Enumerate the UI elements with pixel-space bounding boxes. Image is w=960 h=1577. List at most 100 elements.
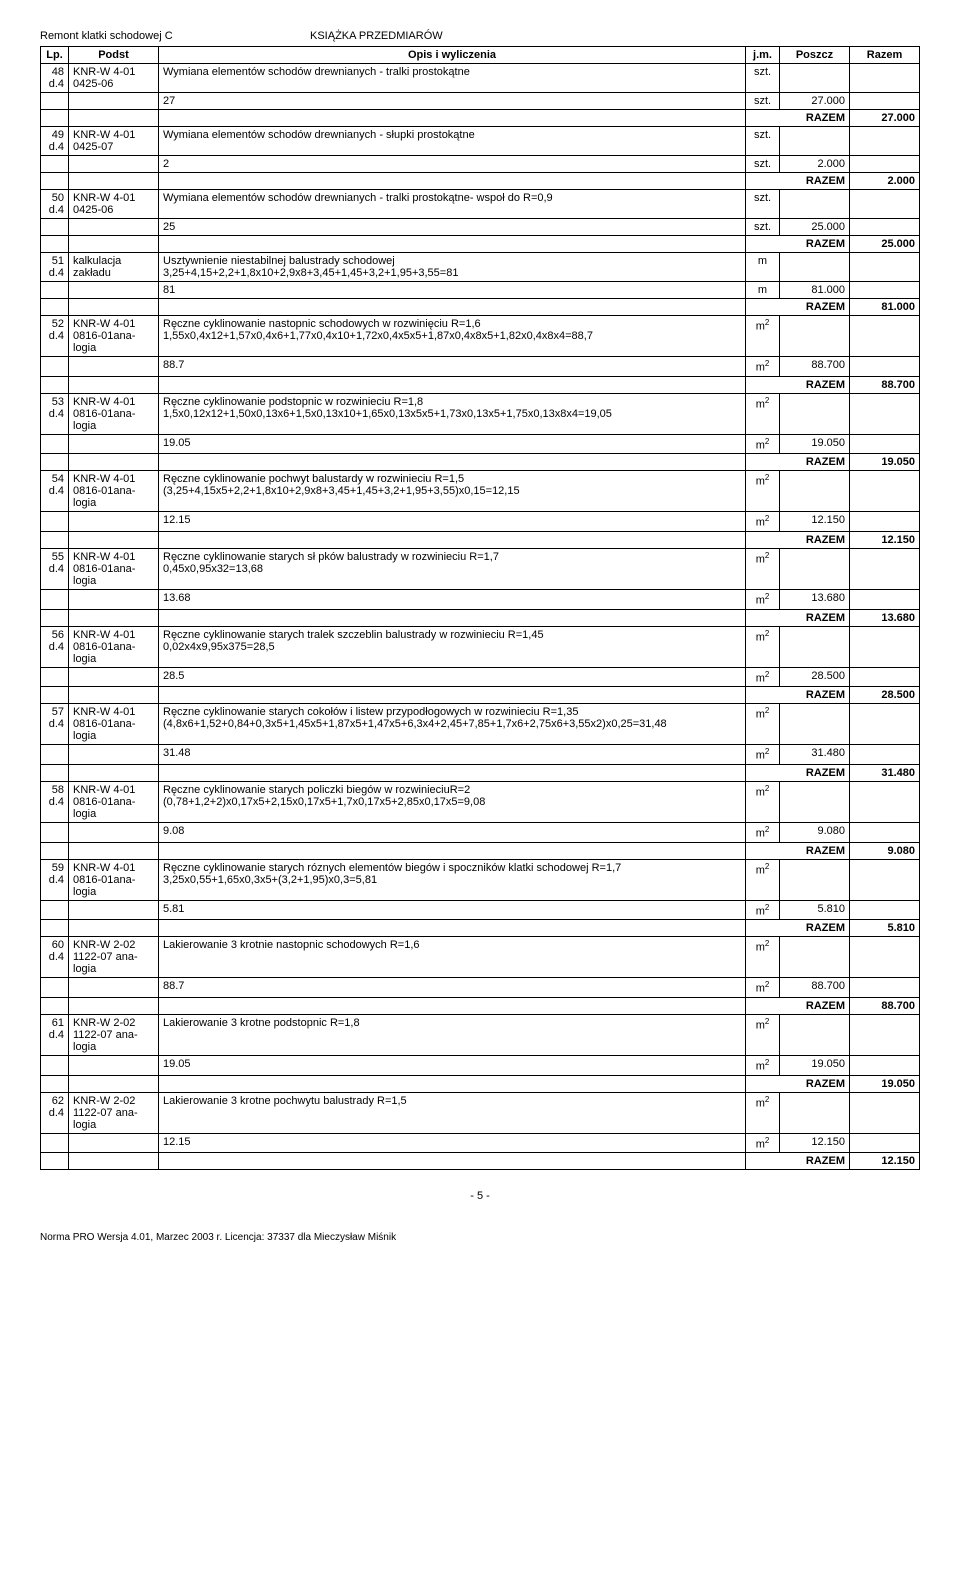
cell-podst: KNR-W 2-021122-07 ana-logia: [69, 1092, 159, 1133]
col-opis: Opis i wyliczenia: [159, 47, 746, 64]
cell-opis: Lakierowanie 3 krotnie nastopnic schodow…: [159, 937, 746, 978]
cell-jm: m2: [746, 471, 780, 512]
table-row: 81m81.000: [41, 282, 920, 299]
cell-razem: [850, 1014, 920, 1055]
razem-value: 28.500: [850, 687, 920, 704]
page-header: Remont klatki schodowej C KSIĄŻKA PRZEDM…: [40, 30, 920, 42]
table-row: 49d.4KNR-W 4-010425-07Wymiana elementów …: [41, 127, 920, 156]
cell-jm: szt.: [746, 127, 780, 156]
razem-label: RAZEM: [746, 454, 850, 471]
table-row: RAZEM13.680: [41, 609, 920, 626]
cell-lp: 62d.4: [41, 1092, 69, 1133]
cell-poszcz: [780, 253, 850, 282]
cell-podst: kalkulacjazakładu: [69, 253, 159, 282]
cell-razem: [850, 781, 920, 822]
col-razem: Razem: [850, 47, 920, 64]
table-row: 88.7m288.700: [41, 357, 920, 377]
table-row: RAZEM19.050: [41, 1075, 920, 1092]
cell-opis: 19.05: [159, 1055, 746, 1075]
cell-jm: m2: [746, 900, 780, 920]
cell-razem: [850, 667, 920, 687]
cell-poszcz: [780, 64, 850, 93]
cell-poszcz: [780, 548, 850, 589]
cell-opis: 12.15: [159, 512, 746, 532]
cell-razem: [850, 253, 920, 282]
col-jm: j.m.: [746, 47, 780, 64]
razem-label: RAZEM: [746, 110, 850, 127]
table-row: 50d.4KNR-W 4-010425-06Wymiana elementów …: [41, 190, 920, 219]
table-row: 61d.4KNR-W 2-021122-07 ana-logiaLakierow…: [41, 1014, 920, 1055]
cell-poszcz: 5.810: [780, 900, 850, 920]
cell-razem: [850, 64, 920, 93]
cell-podst: KNR-W 4-010816-01ana-logia: [69, 393, 159, 434]
table-row: 53d.4KNR-W 4-010816-01ana-logiaRęczne cy…: [41, 393, 920, 434]
table-row: 13.68m213.680: [41, 589, 920, 609]
cell-lp: 58d.4: [41, 781, 69, 822]
cell-opis: Usztywnienie niestabilnej balustrady sch…: [159, 253, 746, 282]
cell-opis: Ręczne cyklinowanie nastopnic schodowych…: [159, 316, 746, 357]
table-row: RAZEM5.810: [41, 920, 920, 937]
razem-value: 27.000: [850, 110, 920, 127]
razem-label: RAZEM: [746, 1075, 850, 1092]
cell-jm: m: [746, 253, 780, 282]
doc-title-left: Remont klatki schodowej C: [40, 30, 310, 42]
razem-value: 31.480: [850, 764, 920, 781]
cell-opis: Ręczne cyklinowanie starych cokołów i li…: [159, 704, 746, 745]
razem-value: 5.810: [850, 920, 920, 937]
table-row: 5.81m25.810: [41, 900, 920, 920]
cell-razem: [850, 978, 920, 998]
razem-label: RAZEM: [746, 1153, 850, 1170]
table-row: RAZEM88.700: [41, 376, 920, 393]
cell-poszcz: 2.000: [780, 156, 850, 173]
razem-label: RAZEM: [746, 687, 850, 704]
cell-jm: m2: [746, 1014, 780, 1055]
table-row: 9.08m29.080: [41, 822, 920, 842]
cell-jm: szt.: [746, 190, 780, 219]
cell-jm: m2: [746, 745, 780, 765]
cell-jm: m2: [746, 1092, 780, 1133]
cell-poszcz: [780, 937, 850, 978]
cell-opis: 27: [159, 93, 746, 110]
razem-value: 2.000: [850, 173, 920, 190]
cell-razem: [850, 859, 920, 900]
cell-poszcz: [780, 626, 850, 667]
cell-jm: m2: [746, 781, 780, 822]
software-footer: Norma PRO Wersja 4.01, Marzec 2003 r. Li…: [40, 1232, 920, 1243]
cell-jm: m2: [746, 937, 780, 978]
cell-lp: 56d.4: [41, 626, 69, 667]
cell-jm: m2: [746, 1055, 780, 1075]
table-row: 19.05m219.050: [41, 434, 920, 454]
cell-opis: Wymiana elementów schodów drewnianych - …: [159, 127, 746, 156]
cell-jm: m2: [746, 626, 780, 667]
razem-label: RAZEM: [746, 299, 850, 316]
razem-value: 88.700: [850, 997, 920, 1014]
cell-razem: [850, 589, 920, 609]
cell-jm: m2: [746, 822, 780, 842]
razem-label: RAZEM: [746, 920, 850, 937]
cell-poszcz: 9.080: [780, 822, 850, 842]
cell-podst: KNR-W 4-010425-06: [69, 64, 159, 93]
table-row: 2szt.2.000: [41, 156, 920, 173]
cell-opis: 12.15: [159, 1133, 746, 1153]
razem-value: 12.150: [850, 1153, 920, 1170]
razem-label: RAZEM: [746, 173, 850, 190]
cell-poszcz: [780, 859, 850, 900]
cell-razem: [850, 626, 920, 667]
col-lp: Lp.: [41, 47, 69, 64]
cell-opis: 81: [159, 282, 746, 299]
cell-podst: KNR-W 4-010816-01ana-logia: [69, 781, 159, 822]
table-row: RAZEM19.050: [41, 454, 920, 471]
cell-lp: 50d.4: [41, 190, 69, 219]
cell-jm: m2: [746, 512, 780, 532]
cell-opis: Lakierowanie 3 krotne podstopnic R=1,8: [159, 1014, 746, 1055]
cell-razem: [850, 190, 920, 219]
table-header-row: Lp. Podst Opis i wyliczenia j.m. Poszcz …: [41, 47, 920, 64]
measurement-table: Lp. Podst Opis i wyliczenia j.m. Poszcz …: [40, 46, 920, 1170]
cell-razem: [850, 822, 920, 842]
cell-jm: m2: [746, 978, 780, 998]
cell-poszcz: 28.500: [780, 667, 850, 687]
cell-podst: KNR-W 4-010816-01ana-logia: [69, 471, 159, 512]
cell-poszcz: 88.700: [780, 978, 850, 998]
cell-razem: [850, 1055, 920, 1075]
cell-opis: Ręczne cyklinowanie starych sł pków balu…: [159, 548, 746, 589]
